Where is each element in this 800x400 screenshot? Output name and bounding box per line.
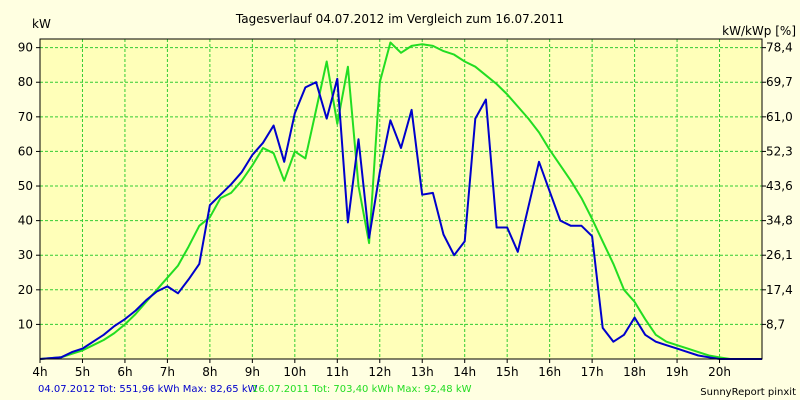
y-axis-label-right: kW/kWp [%] — [722, 24, 796, 38]
x-tick-label: 8h — [202, 365, 217, 379]
legend-series-1: 04.07.2012 Tot: 551,96 kWh Max: 82,65 kW — [38, 384, 258, 395]
y-tick-label-left: 70 — [18, 110, 33, 124]
series-line-2 — [39, 41, 762, 360]
x-tick-label: 15h — [496, 365, 519, 379]
y-tick-label-left: 60 — [18, 144, 33, 158]
x-tick-label: 9h — [245, 365, 260, 379]
series-line-1 — [39, 77, 762, 360]
y-tick-label-left: 50 — [18, 179, 33, 193]
x-tick-label: 10h — [283, 365, 306, 379]
legend-series-2: 16.07.2011 Tot: 703,40 kWh Max: 92,48 kW — [252, 384, 472, 395]
x-tick-label: 17h — [581, 365, 604, 379]
plot-frame — [39, 38, 763, 360]
x-tick-label: 12h — [368, 365, 391, 379]
y-tick-label-left: 30 — [18, 248, 33, 262]
grid — [40, 39, 762, 359]
x-tick-label: 18h — [623, 365, 646, 379]
y-tick-label-left: 10 — [18, 317, 33, 331]
x-tick-label: 5h — [75, 365, 90, 379]
y-tick-label-right: 78,4 — [766, 41, 793, 55]
x-tick-label: 20h — [708, 365, 731, 379]
plot-area — [39, 38, 763, 360]
y-tick-label-right: 61,0 — [766, 110, 793, 124]
x-tick-label: 14h — [453, 365, 476, 379]
y-tick-label-left: 40 — [18, 214, 33, 228]
x-tick-label: 6h — [117, 365, 132, 379]
x-tick-label: 16h — [538, 365, 561, 379]
x-tick-label: 13h — [411, 365, 434, 379]
y-tick-label-right: 52,3 — [766, 144, 793, 158]
y-tick-label-left: 20 — [18, 283, 33, 297]
y-axis-label-left: kW — [32, 17, 51, 31]
y-tick-label-left: 90 — [18, 41, 33, 55]
y-tick-label-right: 26,1 — [766, 248, 793, 262]
x-tick-label: 4h — [32, 365, 47, 379]
x-tick-label: 19h — [666, 365, 689, 379]
y-tick-label-right: 43,6 — [766, 179, 793, 193]
y-tick-label-right: 69,7 — [766, 75, 793, 89]
y-tick-label-left: 80 — [18, 75, 33, 89]
y-tick-label-right: 34,8 — [766, 214, 793, 228]
credit-label: SunnyReport pinxit — [700, 387, 796, 398]
series-layer — [39, 41, 762, 360]
x-tick-label: 7h — [160, 365, 175, 379]
y-tick-label-right: 17,4 — [766, 283, 793, 297]
x-tick-label: 11h — [326, 365, 349, 379]
ticks: 4h 5h 6h 7h 8h 9h 10h 11h 12h 13h 14h 15h 16h 17h 18h 1… — [18, 41, 793, 379]
y-tick-label-right: 8,7 — [766, 317, 785, 331]
chart-title: Tagesverlauf 04.07.2012 im Vergleich zum… — [235, 12, 564, 26]
